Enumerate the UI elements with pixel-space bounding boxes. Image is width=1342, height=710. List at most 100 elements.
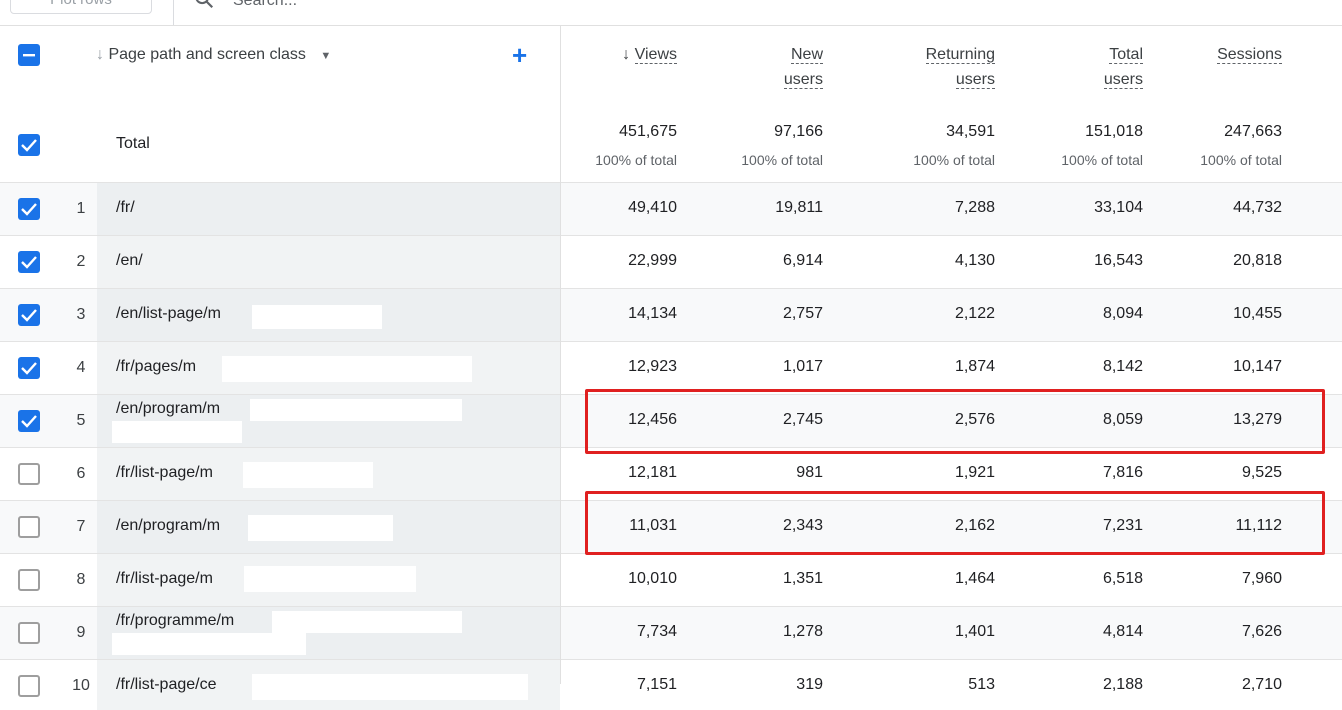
table-row[interactable]: 2/en/22,999 6,914 4,130 16,543 20,818 xyxy=(0,236,1342,289)
row-views-value: 10,010 xyxy=(628,570,677,587)
redaction-block xyxy=(112,633,306,655)
table-row[interactable]: 1/fr/49,410 19,811 7,288 33,104 44,732 xyxy=(0,183,1342,236)
table-row[interactable]: 9/fr/programme/m 7,734 1,278 1,401 4,814 7,62… xyxy=(0,607,1342,660)
row-total-users-value: 6,518 xyxy=(1102,570,1143,587)
table-row[interactable]: 10/fr/list-page/ce 7,151 319 513 2,188 2,710 xyxy=(0,660,1342,710)
row-sessions-value: 44,732 xyxy=(1233,199,1282,216)
row-returning-users-value: 2,162 xyxy=(954,517,995,534)
table-toolbar: Plot rows Search... xyxy=(0,0,1342,26)
row-new-users-value: 1,017 xyxy=(782,358,823,375)
row-page-path[interactable]: /en/list-page/m xyxy=(116,305,221,322)
table-row[interactable]: 6/fr/list-page/m 12,181 981 1,921 7,816 9,525 xyxy=(0,448,1342,501)
row-checkbox[interactable] xyxy=(18,410,40,432)
row-returning-users-value: 1,401 xyxy=(954,623,995,640)
row-views-value: 7,734 xyxy=(636,623,677,640)
table-row[interactable]: 3/en/list-page/m 14,134 2,757 2,122 8,094 10,… xyxy=(0,289,1342,342)
row-returning-users-value: 1,464 xyxy=(954,570,995,587)
row-page-path[interactable]: /fr/list-page/m xyxy=(116,570,213,587)
col-returning-users-header[interactable]: Returning users xyxy=(925,46,995,89)
row-rank: 3 xyxy=(76,306,86,323)
row-page-path[interactable]: /fr/programme/m xyxy=(116,612,235,629)
row-returning-users-value: 2,122 xyxy=(954,305,995,322)
redaction-block xyxy=(112,421,242,443)
row-checkbox[interactable] xyxy=(18,304,40,326)
row-page-path[interactable]: /fr/ xyxy=(116,199,135,216)
toolbar-divider xyxy=(173,0,174,25)
row-checkbox[interactable] xyxy=(18,622,40,644)
row-page-path[interactable]: /en/ xyxy=(116,252,143,269)
col-sessions-header[interactable]: Sessions xyxy=(1217,46,1282,64)
row-sessions-value: 9,525 xyxy=(1241,464,1282,481)
row-views-value: 11,031 xyxy=(629,517,677,534)
row-total-users-value: 33,104 xyxy=(1094,199,1143,216)
row-returning-users-value: 1,874 xyxy=(954,358,995,375)
sort-arrow-icon: ↓ xyxy=(96,46,104,63)
row-sessions-value: 2,710 xyxy=(1241,676,1282,693)
total-returning-users: 34,591 xyxy=(946,123,995,140)
row-new-users-value: 1,278 xyxy=(782,623,823,640)
total-total-users-pct: 100% of total xyxy=(1061,152,1143,168)
row-page-path[interactable]: /en/program/m xyxy=(116,400,221,417)
row-sessions-value: 13,279 xyxy=(1233,411,1282,428)
row-page-path[interactable]: /fr/list-page/m xyxy=(116,464,213,481)
column-divider xyxy=(560,26,561,684)
redaction-block xyxy=(252,305,382,329)
row-returning-users-value: 7,288 xyxy=(954,199,995,216)
search-icon[interactable] xyxy=(193,0,215,10)
row-rank: 5 xyxy=(76,412,86,429)
table-header: ↓ Page path and screen class ▼ + ↓ Views… xyxy=(0,26,1342,183)
row-checkbox[interactable] xyxy=(18,675,40,697)
dropdown-icon[interactable]: ▼ xyxy=(320,50,332,62)
row-total-users-value: 4,814 xyxy=(1102,623,1143,640)
row-returning-users-value: 513 xyxy=(968,676,995,693)
row-page-path[interactable]: /fr/pages/m xyxy=(116,358,197,375)
add-dimension-icon[interactable]: + xyxy=(512,40,528,70)
row-views-value: 14,134 xyxy=(628,305,677,322)
col-new-users-header[interactable]: New users xyxy=(783,46,823,89)
plot-rows-button[interactable]: Plot rows xyxy=(10,0,152,14)
row-checkbox[interactable] xyxy=(18,569,40,591)
row-new-users-value: 2,343 xyxy=(782,517,823,534)
row-checkbox[interactable] xyxy=(18,516,40,538)
col-total-users-header[interactable]: Total users xyxy=(1103,46,1143,89)
search-input[interactable]: Search... xyxy=(233,0,298,9)
row-rank: 1 xyxy=(76,200,86,217)
redaction-block xyxy=(272,611,462,633)
dimension-column-header[interactable]: ↓ Page path and screen class ▼ xyxy=(96,46,332,63)
table-row[interactable]: 5/en/program/m 12,456 2,745 2,576 8,059 13,27… xyxy=(0,395,1342,448)
row-views-value: 22,999 xyxy=(628,252,677,269)
row-sessions-value: 10,147 xyxy=(1233,358,1282,375)
total-total-users: 151,018 xyxy=(1085,123,1143,140)
row-sessions-value: 7,626 xyxy=(1241,623,1282,640)
row-rank: 6 xyxy=(76,465,86,482)
row-returning-users-value: 2,576 xyxy=(954,411,995,428)
row-page-path[interactable]: /fr/list-page/ce xyxy=(116,676,217,693)
row-checkbox[interactable] xyxy=(18,198,40,220)
row-checkbox[interactable] xyxy=(18,251,40,273)
table-row[interactable]: 4/fr/pages/m 12,923 1,017 1,874 8,142 10,147 xyxy=(0,342,1342,395)
row-views-value: 7,151 xyxy=(636,676,677,693)
row-checkbox[interactable] xyxy=(18,463,40,485)
total-label: Total xyxy=(116,135,150,152)
col-views-header[interactable]: ↓ Views xyxy=(622,46,677,64)
row-views-value: 12,923 xyxy=(628,358,677,375)
table-row[interactable]: 7/en/program/m 11,031 2,343 2,162 7,231 11,11… xyxy=(0,501,1342,554)
row-page-path[interactable]: /en/program/m xyxy=(116,517,221,534)
row-checkbox[interactable] xyxy=(18,357,40,379)
row-total-users-value: 8,094 xyxy=(1102,305,1143,322)
total-checkbox[interactable] xyxy=(18,134,40,156)
total-returning-users-pct: 100% of total xyxy=(913,152,995,168)
redaction-block xyxy=(244,566,416,592)
table-row[interactable]: 8/fr/list-page/m 10,010 1,351 1,464 6,518 7,9… xyxy=(0,554,1342,607)
row-new-users-value: 1,351 xyxy=(782,570,823,587)
row-new-users-value: 19,811 xyxy=(775,199,823,216)
row-total-users-value: 16,543 xyxy=(1094,252,1143,269)
sort-down-icon: ↓ xyxy=(622,46,635,63)
row-views-value: 12,181 xyxy=(628,464,677,481)
total-new-users: 97,166 xyxy=(774,123,823,140)
row-rank: 2 xyxy=(76,253,86,270)
row-new-users-value: 6,914 xyxy=(782,252,823,269)
row-total-users-value: 2,188 xyxy=(1102,676,1143,693)
total-sessions: 247,663 xyxy=(1224,123,1282,140)
select-all-checkbox[interactable] xyxy=(18,44,40,66)
